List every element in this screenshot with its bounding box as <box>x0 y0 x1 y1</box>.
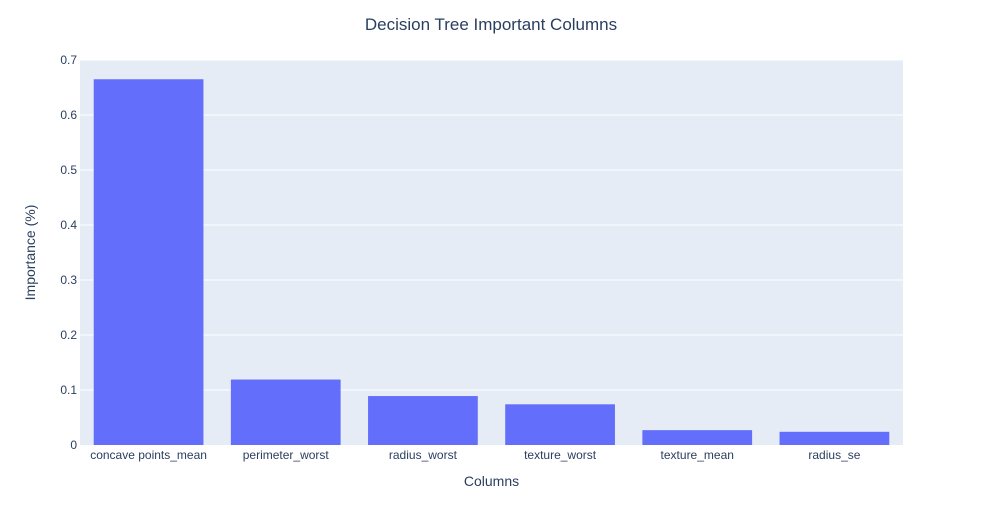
bar-radius-worst[interactable] <box>368 396 478 445</box>
y-tick-label: 0.7 <box>60 53 77 67</box>
bar-texture-worst[interactable] <box>505 404 615 445</box>
bar-perimeter-worst[interactable] <box>230 379 341 445</box>
y-tick-label: 0.5 <box>60 163 77 177</box>
plot-area <box>80 60 903 445</box>
y-axis-tick-labels: 0 0.1 0.2 0.3 0.4 0.5 0.6 0.7 <box>60 53 77 452</box>
gridlines <box>80 59 903 391</box>
bars <box>93 79 890 445</box>
x-tick-label: perimeter_worst <box>243 448 330 462</box>
y-tick-label: 0.1 <box>60 383 77 397</box>
x-tick-label: radius_worst <box>389 448 458 462</box>
y-axis-title: Importance (%) <box>22 205 38 301</box>
x-tick-label: texture_mean <box>661 448 734 462</box>
bar-concave-points-mean[interactable] <box>93 79 204 445</box>
bar-radius-se[interactable] <box>779 431 890 445</box>
y-tick-label: 0.6 <box>60 108 77 122</box>
x-tick-label: radius_se <box>808 448 860 462</box>
y-tick-label: 0.4 <box>60 218 77 232</box>
y-tick-label: 0 <box>70 438 77 452</box>
x-axis-tick-labels: concave points_mean perimeter_worst radius… <box>90 448 861 462</box>
x-tick-label: texture_worst <box>524 448 597 462</box>
x-axis-title: Columns <box>464 473 519 489</box>
x-tick-label: concave points_mean <box>90 448 207 462</box>
chart-title: Decision Tree Important Columns <box>365 15 617 34</box>
y-tick-label: 0.2 <box>60 328 77 342</box>
bar-texture-mean[interactable] <box>642 430 753 445</box>
y-tick-label: 0.3 <box>60 273 77 287</box>
